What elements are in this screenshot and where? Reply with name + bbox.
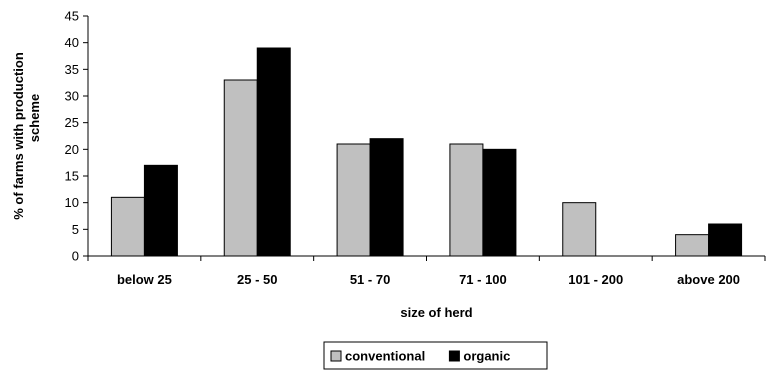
bar-conventional (336, 143, 371, 257)
y-tick-label: 15 (65, 169, 79, 184)
y-tick-label: 35 (65, 62, 79, 77)
y-axis-title-line-1: % of farms with production (11, 52, 26, 220)
y-tick-label: 5 (72, 222, 79, 237)
legend-label-organic: organic (463, 349, 510, 364)
x-tick-label: below 25 (117, 272, 172, 287)
bar-conventional (110, 196, 145, 257)
legend-swatch-organic (448, 350, 460, 362)
x-tick-label: above 200 (677, 272, 740, 287)
x-axis-title: size of herd (400, 305, 472, 320)
bar-organic (143, 164, 178, 257)
bar-organic (708, 223, 743, 257)
plot-area: 0 5 10 15 20 25 30 35 40 45 below 25 25 - 50 51 - 70… (65, 9, 766, 287)
bar-conventional (562, 202, 597, 257)
legend-swatch-conventional (330, 350, 342, 362)
bar-organic (482, 148, 517, 257)
y-tick-label: 40 (65, 35, 79, 50)
bar-organic (256, 47, 291, 257)
bar-conventional (223, 79, 258, 257)
y-tick-label: 45 (65, 9, 79, 24)
y-tick-label: 10 (65, 195, 79, 210)
x-tick-label: 71 - 100 (459, 272, 507, 287)
x-tick-label: 51 - 70 (350, 272, 390, 287)
y-tick-label: 30 (65, 89, 79, 104)
y-tick-label: 25 (65, 115, 79, 130)
bar-organic (369, 138, 404, 257)
bar-conventional (449, 143, 484, 257)
legend: conventional organic (323, 341, 548, 370)
y-axis-title-line-2: scheme (27, 94, 42, 142)
bar-conventional (675, 234, 710, 257)
legend-label-conventional: conventional (345, 349, 425, 364)
y-tick-label: 20 (65, 142, 79, 157)
x-tick-label: 25 - 50 (237, 272, 277, 287)
y-tick-label: 0 (72, 249, 79, 264)
legend-box (323, 341, 548, 370)
x-tick-label: 101 - 200 (568, 272, 623, 287)
